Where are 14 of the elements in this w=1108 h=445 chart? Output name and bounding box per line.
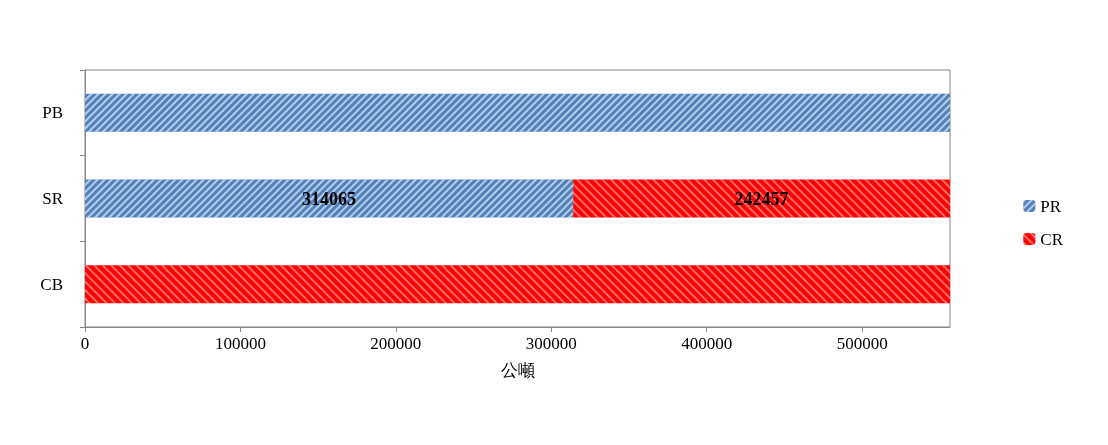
x-tick-label: 300000 xyxy=(525,334,577,353)
x-tick-label: 0 xyxy=(80,334,90,353)
legend-label: PR xyxy=(1040,196,1062,216)
data-label: 314065 xyxy=(302,188,357,209)
x-axis-title: 公噸 xyxy=(500,359,535,380)
x-tick-label: 400000 xyxy=(681,334,733,353)
y-tick-label: CB xyxy=(40,274,63,294)
x-tick-label: 100000 xyxy=(214,334,266,353)
data-label: 242457 xyxy=(734,188,789,209)
y-tick-label: PB xyxy=(42,103,63,123)
y-tick-label: SR xyxy=(42,189,64,208)
x-tick-label: 200000 xyxy=(370,334,422,353)
legend-label: CR xyxy=(1040,229,1064,249)
x-tick-label: 500000 xyxy=(836,334,888,353)
